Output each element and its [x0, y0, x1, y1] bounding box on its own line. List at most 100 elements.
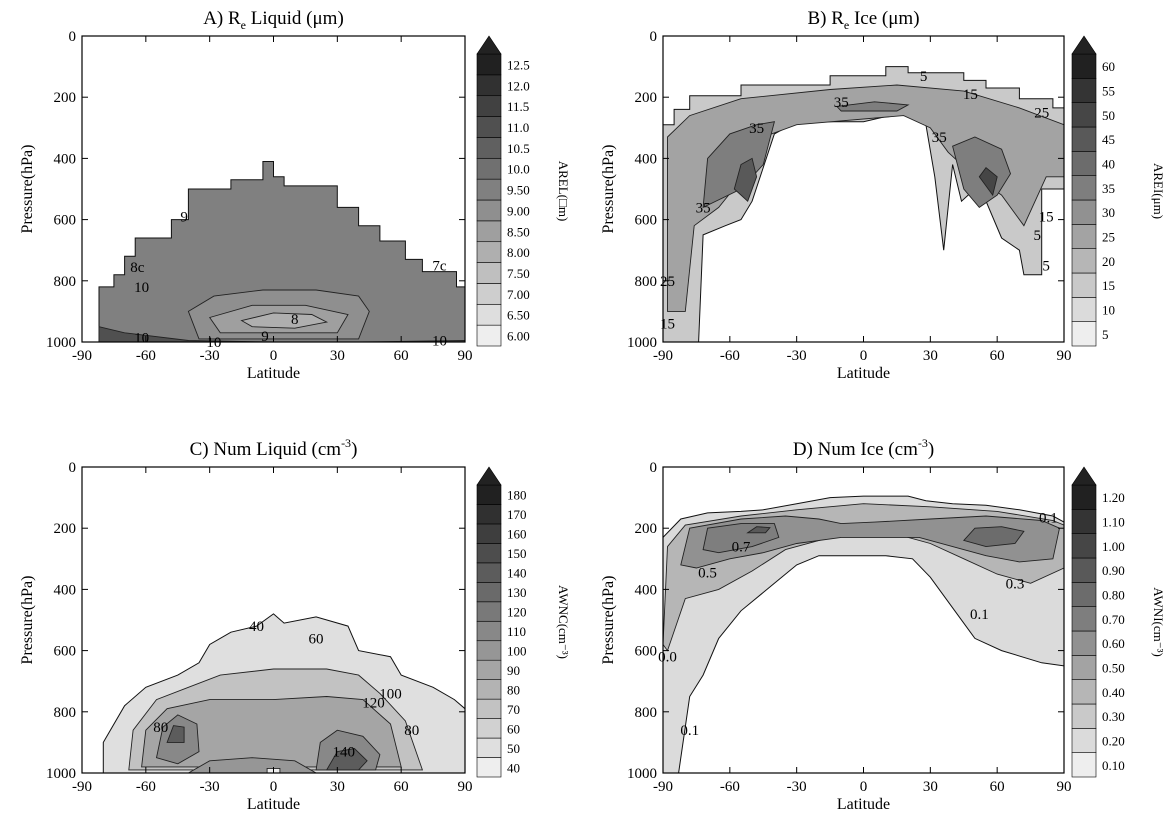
- colorbar-tick-label: 11.0: [507, 120, 529, 135]
- contour-label: 35: [932, 130, 947, 146]
- x-tick-label: 30: [923, 348, 938, 364]
- y-tick-label: 400: [635, 582, 658, 598]
- colorbar-swatch: [476, 640, 502, 661]
- colorbar-tick-label: 130: [507, 585, 527, 600]
- x-tick-label: 0: [860, 779, 868, 795]
- x-axis-label: Latitude: [247, 796, 300, 813]
- colorbar-swatch: [476, 543, 502, 564]
- colorbar-swatch: [1071, 151, 1097, 176]
- colorbar-label: AWNC(cm⁻³): [556, 585, 571, 659]
- panel-d: -90 -60 -30 0 30 60 90020040060080010000.70.50…: [600, 436, 1166, 813]
- colorbar-tick-label: 5: [1102, 327, 1109, 342]
- colorbar-swatch: [1071, 752, 1097, 778]
- colorbar-tick-label: 100: [507, 643, 527, 658]
- y-tick-label: 600: [635, 644, 658, 660]
- colorbar-swatch: [1071, 272, 1097, 298]
- colorbar-extend-arrow: [476, 35, 502, 55]
- colorbar-swatch: [1071, 175, 1097, 201]
- colorbar-tick-label: 1.00: [1102, 539, 1125, 554]
- contour-label: 0.1: [680, 723, 699, 739]
- colorbar-swatch: [1071, 533, 1097, 559]
- colorbar-swatch: [476, 220, 502, 243]
- colorbar-swatch: [476, 484, 502, 505]
- contour-label: 120: [362, 696, 385, 712]
- contour-label: 40: [249, 619, 264, 635]
- contour-region-50: [978, 166, 998, 197]
- colorbar-swatch: [476, 95, 502, 117]
- contour-outline: [663, 495, 1064, 773]
- colorbar-tick-label: 60: [1102, 59, 1115, 74]
- panel-c: -90 -60 -30 0 30 60 90 0 200 400 600 800 1000 40 60 80 1…: [19, 436, 571, 813]
- colorbar-swatch: [476, 324, 502, 347]
- x-tick-label: 30: [330, 348, 345, 364]
- colorbar-swatch: [1071, 728, 1097, 753]
- x-tick-label: -90: [653, 779, 673, 795]
- colorbar-swatch: [476, 679, 502, 700]
- colorbar-swatch: [476, 178, 502, 201]
- y-tick-label: 800: [635, 705, 658, 721]
- contour-label: 0.1: [970, 607, 989, 623]
- colorbar-tick-label: 60: [507, 721, 520, 736]
- x-tick-label: -60: [720, 348, 740, 364]
- colorbar-tick-label: 0.20: [1102, 734, 1125, 749]
- colorbar-label: AWNI(cm⁻³): [1151, 587, 1166, 657]
- colorbar-tick-label: 9.50: [507, 183, 530, 198]
- x-tick-label: -90: [72, 779, 92, 795]
- contour-label: 10: [134, 280, 149, 296]
- x-tick-label: 0: [270, 779, 278, 795]
- contour-region-100: [187, 757, 318, 773]
- contour-label: 0.5: [698, 566, 717, 582]
- colorbar-tick-label: 150: [507, 546, 527, 561]
- x-tick-label: 90: [1057, 779, 1072, 795]
- y-tick-label: 1000: [627, 766, 657, 782]
- colorbar-swatch: [476, 116, 502, 138]
- y-tick-label: 0: [69, 460, 77, 476]
- colorbar-swatch: [1071, 509, 1097, 534]
- contour-label: 35: [749, 121, 764, 137]
- x-axis-label: Latitude: [837, 365, 890, 382]
- contour-label: 5: [1042, 259, 1050, 275]
- contour-region-140: [166, 725, 185, 743]
- colorbar-tick-label: 40: [1102, 157, 1115, 172]
- colorbar-swatch: [1071, 557, 1097, 583]
- x-tick-label: -60: [720, 779, 740, 795]
- colorbar-swatch: [1071, 248, 1097, 274]
- colorbar-tick-label: 180: [507, 488, 527, 503]
- colorbar-swatch: [476, 241, 502, 263]
- colorbar-swatch: [1071, 606, 1097, 632]
- y-tick-label: 0: [650, 460, 658, 476]
- colorbar-tick-label: 12.0: [507, 78, 530, 93]
- contour-region-8_00: [240, 312, 329, 329]
- colorbar-tick-label: 25: [1102, 230, 1115, 245]
- y-axis-label: Pressure(hPa): [600, 576, 617, 665]
- colorbar-extend-arrow: [476, 466, 502, 486]
- y-tick-label: 1000: [46, 335, 76, 351]
- colorbar-tick-label: 170: [507, 507, 527, 522]
- colorbar-tick-label: 35: [1102, 181, 1115, 196]
- colorbar-tick-label: 9.00: [507, 203, 530, 218]
- colorbar-swatch: [1071, 78, 1097, 103]
- contour-region-45: [733, 157, 758, 202]
- contour-label: 7c: [432, 259, 447, 275]
- contour-label: 35: [696, 200, 711, 216]
- contour-label: 15: [1039, 210, 1054, 226]
- x-tick-label: 90: [458, 779, 473, 795]
- colorbar-swatch: [1071, 126, 1097, 152]
- contour-label: 10: [206, 335, 221, 351]
- panel-a: -90 -60 -30 0 30 60 90 0 200 400 600 800 1000 9 10 8c 10…: [19, 8, 571, 382]
- y-tick-label: 1000: [46, 766, 76, 782]
- colorbar-swatch: [1071, 679, 1097, 705]
- colorbar-extend-arrow: [1071, 35, 1097, 55]
- panel-title: D) Num Ice (cm-3): [793, 436, 934, 460]
- colorbar-swatch: [476, 737, 502, 758]
- colorbar-tick-label: 140: [507, 566, 527, 581]
- colorbar-swatch: [1071, 53, 1097, 79]
- y-tick-label: 600: [54, 644, 77, 660]
- x-tick-label: 60: [394, 348, 409, 364]
- colorbar-swatch: [476, 53, 502, 76]
- panel-b: -90 -60 -30 0 30 60 90 0 200 400 600 800 1000 5 15 25 35…: [600, 8, 1166, 382]
- colorbar-tick-label: 50: [1102, 108, 1115, 123]
- contour-field: [663, 495, 1064, 773]
- contour-label: 35: [834, 95, 849, 111]
- colorbar: 5 10 15 20 25 30 35 40 45 50 55 60 AREI(μm): [1071, 35, 1166, 347]
